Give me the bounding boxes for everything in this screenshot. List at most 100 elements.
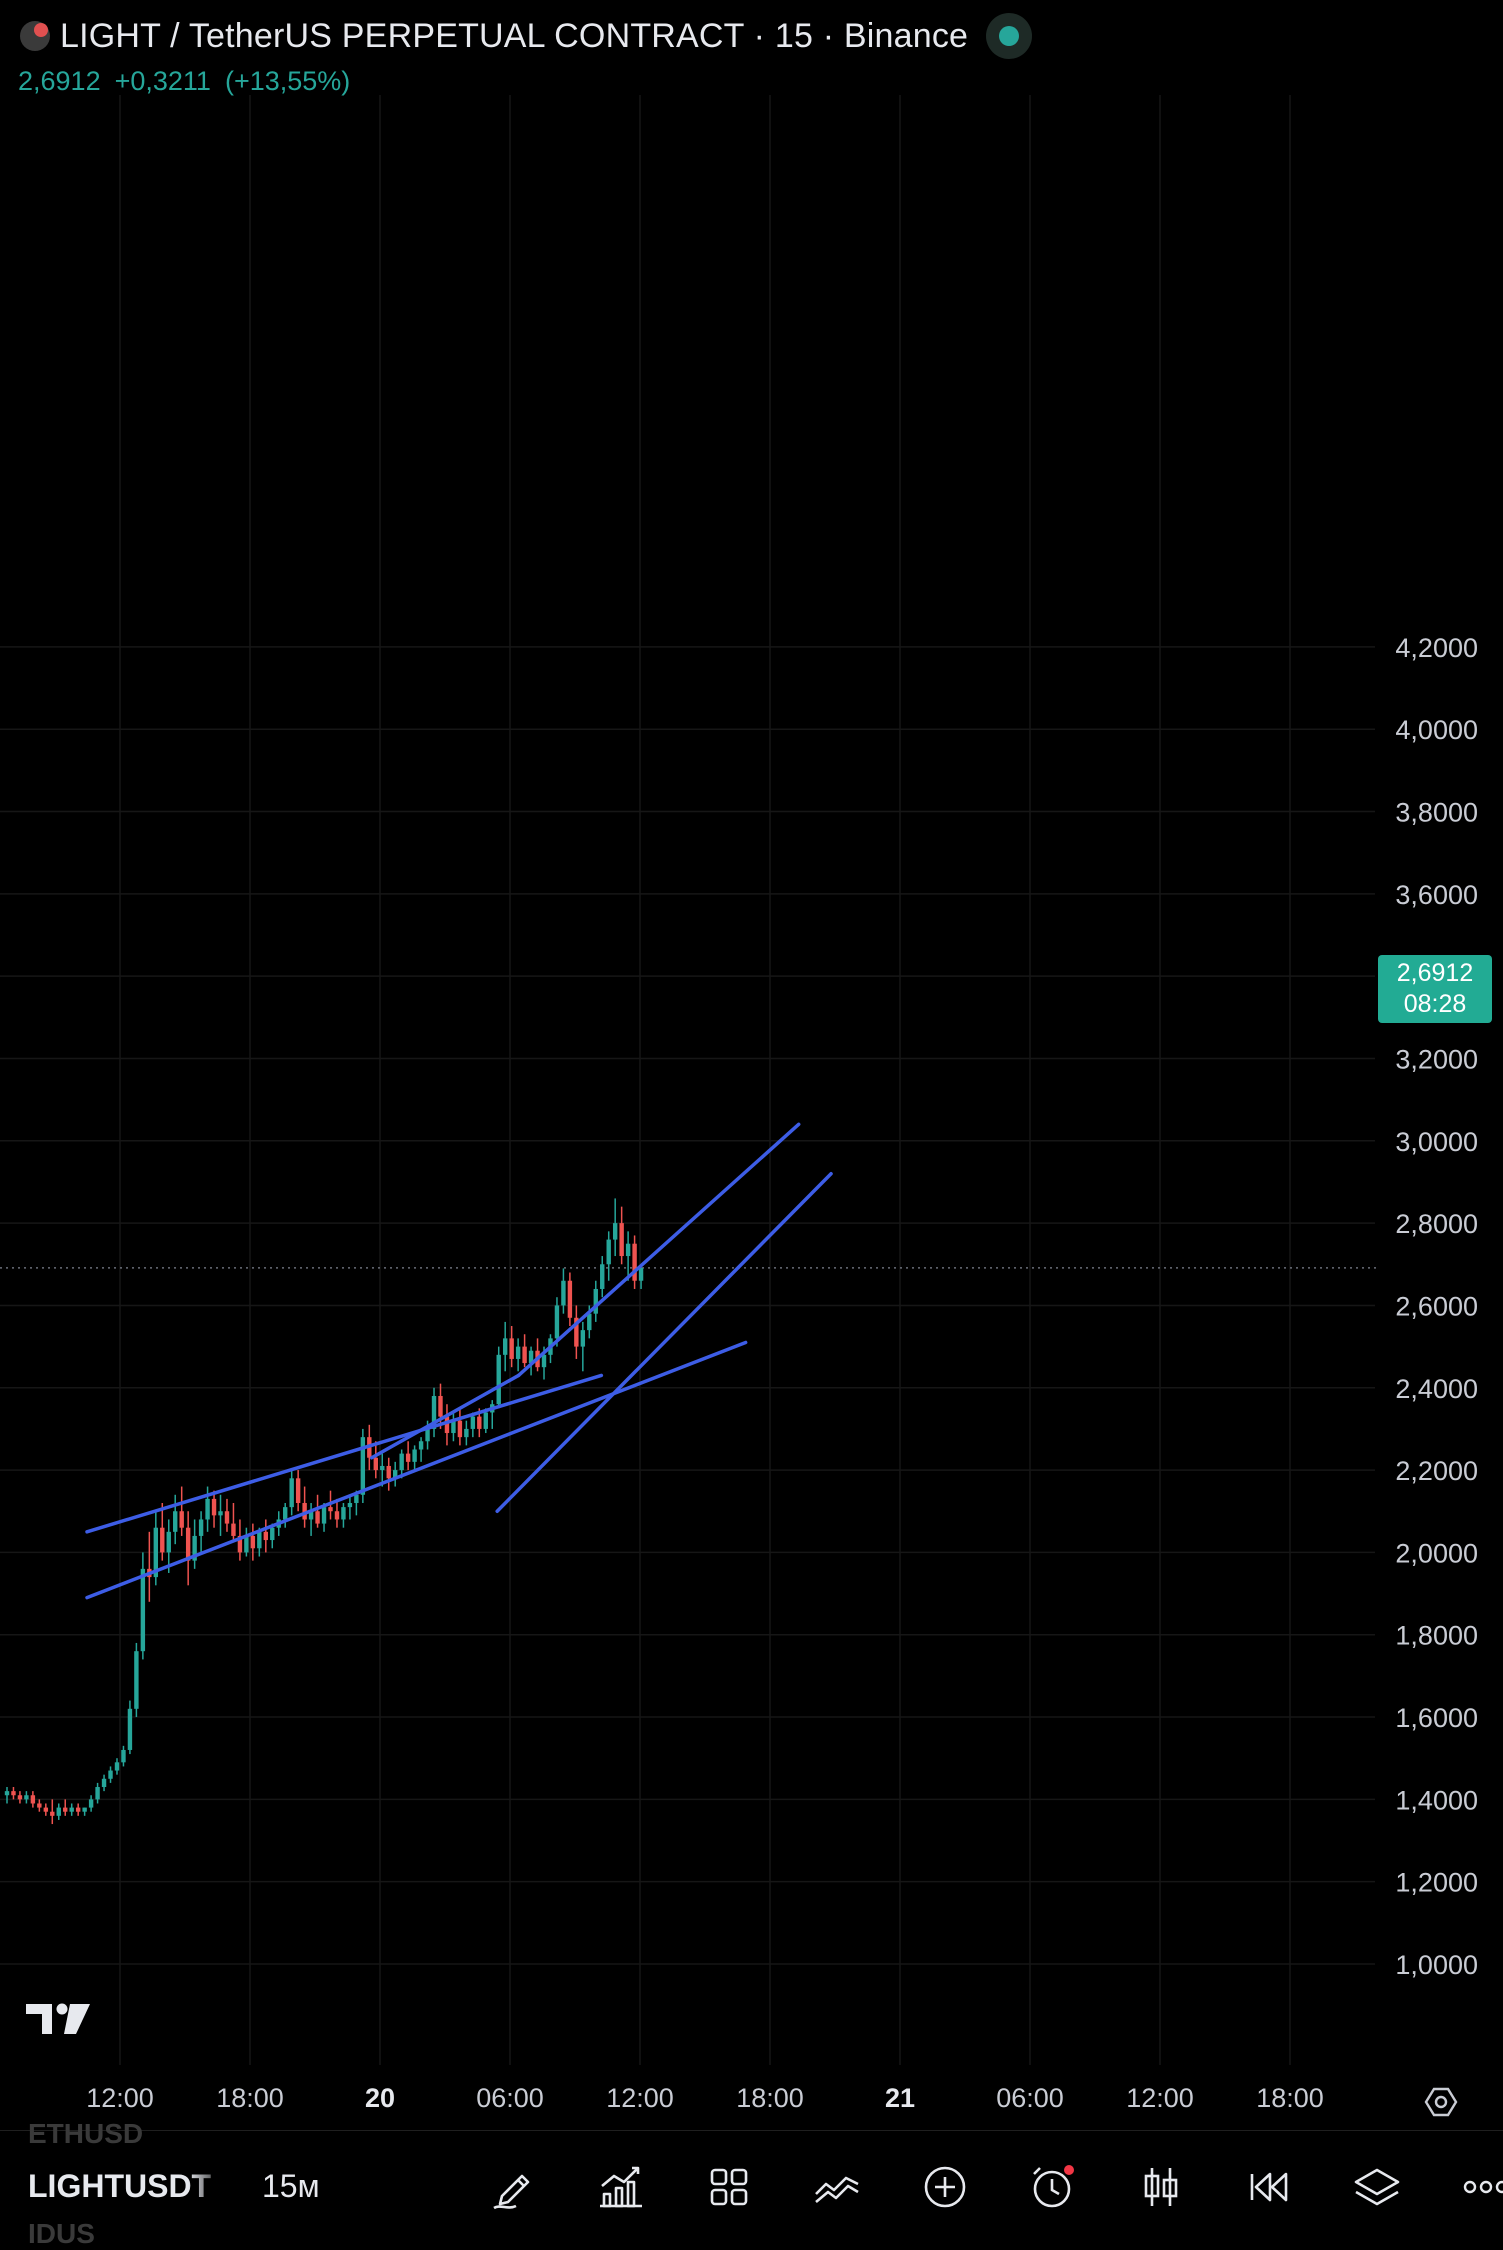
candle: [612, 1198, 618, 1257]
candle: [386, 1457, 391, 1491]
candle: [250, 1523, 256, 1561]
x-tick-label: 20: [365, 2083, 395, 2113]
candle: [127, 1700, 133, 1755]
tradingview-logo-icon: [26, 2003, 90, 2034]
market-status-indicator[interactable]: [986, 13, 1033, 59]
replay-button[interactable]: [1244, 2162, 1294, 2212]
timeframe-button[interactable]: 15м: [262, 2168, 320, 2204]
layers-button[interactable]: [1352, 2162, 1402, 2212]
x-tick-label: 12:00: [606, 2083, 674, 2113]
candle: [108, 1766, 113, 1783]
x-tick-label: 12:00: [1126, 2083, 1194, 2113]
candle: [82, 1807, 87, 1816]
alarm-clock-icon: [1033, 2165, 1074, 2208]
candle: [347, 1494, 353, 1520]
y-tick-label: 2,0000: [1395, 1538, 1478, 1568]
candle: [308, 1503, 314, 1536]
grid-layout-icon: [710, 2168, 748, 2206]
candle: [418, 1437, 424, 1462]
candle: [289, 1470, 294, 1516]
y-tick-label: 3,6000: [1395, 880, 1478, 910]
x-tick-label: 21: [885, 2083, 915, 2113]
candle: [160, 1503, 165, 1561]
candle: [37, 1799, 42, 1812]
chart-title[interactable]: LIGHT / TetherUS PERPETUAL CONTRACT · 15…: [60, 16, 969, 55]
candle: [528, 1346, 534, 1376]
candle: [638, 1264, 644, 1289]
y-tick-label: 3,8000: [1395, 798, 1478, 828]
x-tick-label: 12:00: [86, 2083, 154, 2113]
candle: [405, 1441, 411, 1471]
y-tick-label: 1,4000: [1395, 1785, 1478, 1815]
symbol-selector-button[interactable]: LIGHTUSDT: [28, 2168, 228, 2205]
add-button[interactable]: [920, 2162, 970, 2212]
y-tick-label: 2,6000: [1395, 1291, 1478, 1321]
candle: [302, 1486, 307, 1528]
candle: [101, 1774, 107, 1792]
change-percent: (+13,55%): [224, 66, 351, 96]
candle: [490, 1400, 495, 1429]
candle: [224, 1498, 230, 1532]
candle: [295, 1470, 301, 1512]
candle: [632, 1235, 637, 1289]
candle: [185, 1511, 191, 1586]
compare-button[interactable]: [812, 2162, 862, 2212]
drawing-tools-button[interactable]: [488, 2162, 538, 2212]
indicators-button[interactable]: [596, 2162, 646, 2212]
candle: [63, 1799, 68, 1816]
candle: [140, 1552, 146, 1660]
symbol-list-prev[interactable]: ETHUSD: [28, 2118, 144, 2149]
candle: [431, 1387, 437, 1438]
candle: [4, 1787, 10, 1804]
trend-line[interactable]: [85, 1373, 604, 1534]
price-legend: 2,6912 +0,3211 (+13,55%): [18, 66, 364, 97]
y-tick-label: 2,4000: [1395, 1374, 1478, 1404]
x-tick-label: 18:00: [1256, 2083, 1324, 2113]
candle: [24, 1791, 29, 1804]
close-value: 2,6912: [18, 66, 101, 96]
candle: [444, 1404, 450, 1446]
candle: [574, 1305, 579, 1359]
alerts-button[interactable]: [1028, 2162, 1078, 2212]
y-tick-label: 1,0000: [1395, 1950, 1478, 1980]
candle: [244, 1527, 249, 1557]
rewind-icon: [1250, 2172, 1288, 2202]
candle: [153, 1511, 159, 1586]
candle: [166, 1519, 171, 1573]
candle: [114, 1758, 120, 1775]
candle: [121, 1745, 126, 1767]
x-tick-label: 18:00: [216, 2083, 284, 2113]
last-price-tag: 2,6912 08:28: [1378, 955, 1492, 1023]
y-tick-label: 4,0000: [1395, 715, 1478, 745]
candle: [88, 1795, 94, 1812]
y-tick-label: 2,2000: [1395, 1456, 1478, 1486]
change-value: +0,3211: [114, 66, 211, 96]
y-tick-label: 3,2000: [1395, 1044, 1478, 1074]
chart-type-button[interactable]: [1136, 2162, 1186, 2212]
candle: [321, 1503, 327, 1532]
more-button[interactable]: [1460, 2162, 1503, 2212]
candle: [393, 1461, 398, 1487]
candle: [373, 1441, 378, 1479]
y-tick-label: 1,6000: [1395, 1703, 1478, 1733]
candle: [134, 1642, 139, 1718]
trend-line[interactable]: [516, 1122, 801, 1378]
candle: [95, 1782, 100, 1804]
candle: [17, 1791, 23, 1804]
symbol-logo-icon: [20, 21, 50, 51]
trend-line[interactable]: [369, 1373, 521, 1460]
candle: [438, 1383, 443, 1429]
y-tick-label: 1,2000: [1395, 1868, 1478, 1898]
candle: [464, 1420, 469, 1446]
candle: [30, 1791, 36, 1808]
symbol-list-next[interactable]: IDUS: [28, 2218, 95, 2249]
trend-line[interactable]: [495, 1171, 833, 1513]
x-tick-label: 06:00: [996, 2083, 1064, 2113]
market-open-icon: [999, 26, 1020, 46]
layouts-button[interactable]: [704, 2162, 754, 2212]
chart-settings-icon[interactable]: [1424, 2085, 1458, 2119]
trend-line[interactable]: [85, 1340, 748, 1600]
candle: [56, 1803, 61, 1820]
candle: [211, 1490, 217, 1528]
